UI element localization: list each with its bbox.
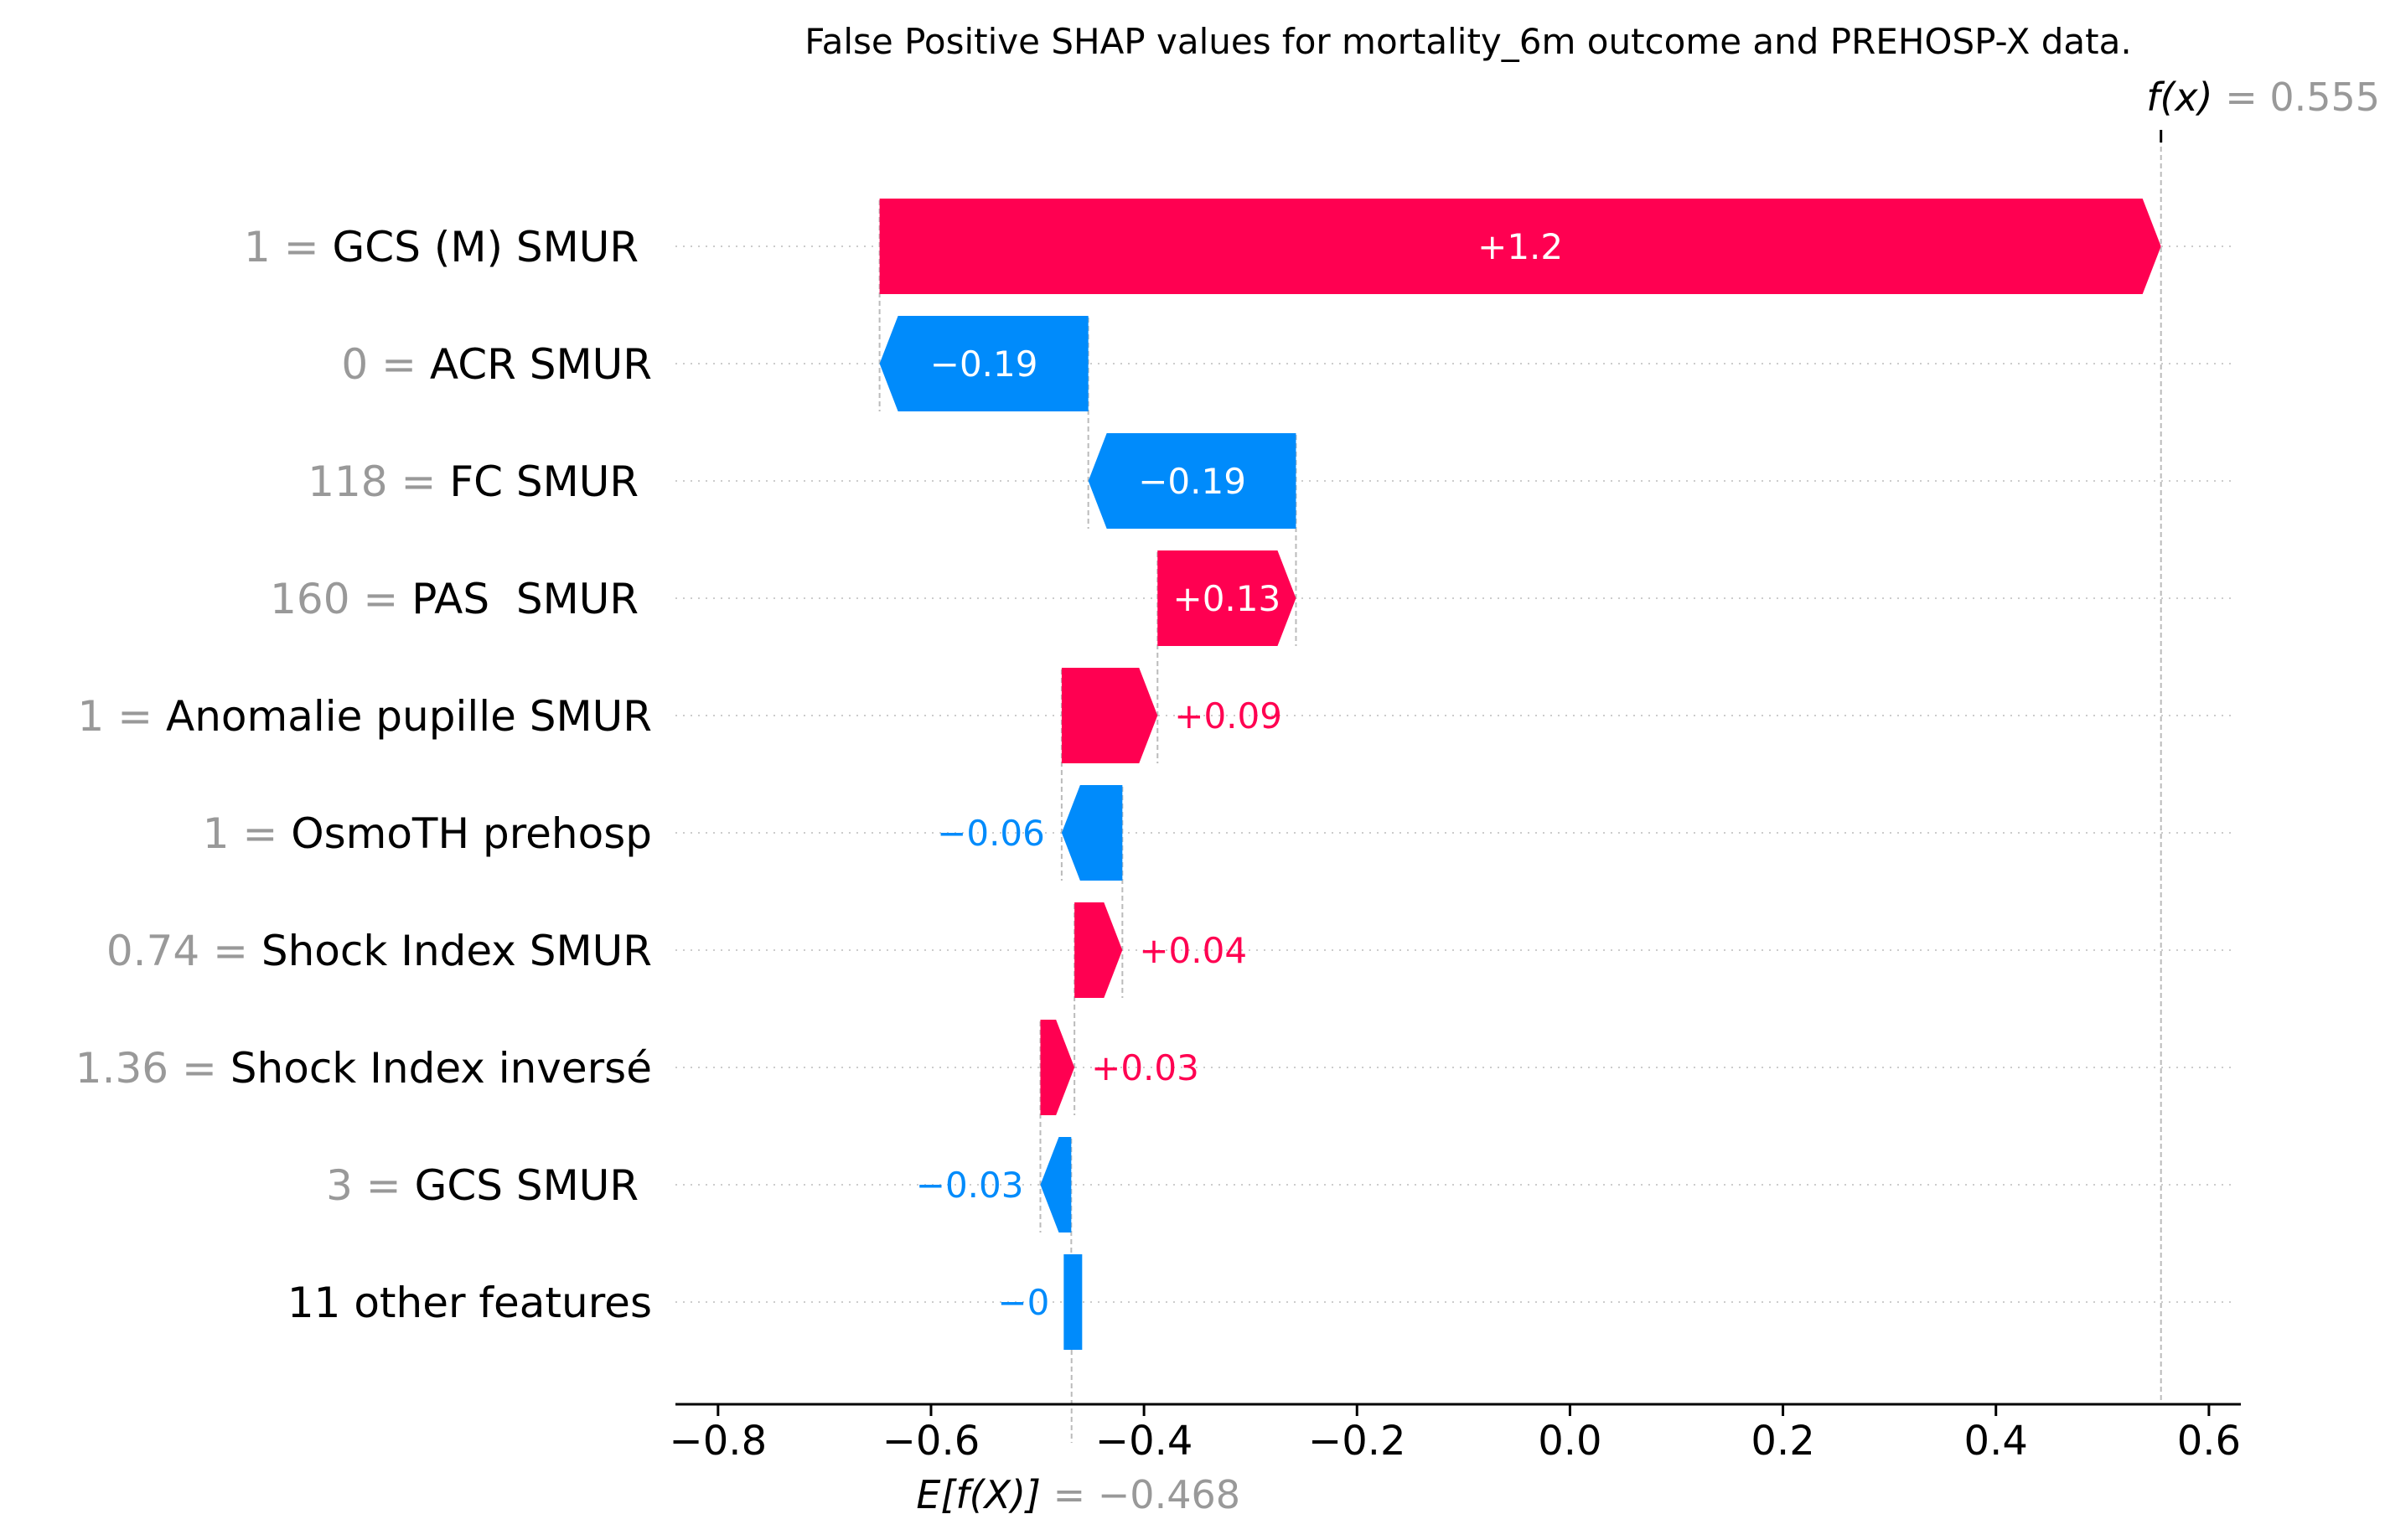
x-tick-label: 0.0 <box>1538 1418 1601 1465</box>
waterfall-bar <box>1040 1137 1072 1233</box>
waterfall-bar <box>879 199 2161 294</box>
feature-name: OsmoTH prehosp <box>291 809 652 858</box>
feature-value: 1 = <box>78 692 167 741</box>
bars: +1.2 −0.19 −0.19 +0.13 +0.09 −0.06 +0.04 +0.03 −… <box>879 199 2161 1350</box>
feature-value: 0.74 = <box>106 927 261 975</box>
value-annotations: E[f(X)] = −0.468 f(x) = 0.555 <box>916 75 2380 1517</box>
bar-value-label: −0.06 <box>937 813 1045 854</box>
x-tick-label: −0.2 <box>1308 1418 1406 1465</box>
bar-value-label: +0.09 <box>1174 695 1282 736</box>
feature-name: Anomalie pupille SMUR <box>166 692 652 741</box>
feature-label: 0 = ACR SMUR <box>341 340 652 389</box>
feature-name: Shock Index SMUR <box>261 927 652 975</box>
x-tick-label: 0.6 <box>2177 1418 2241 1465</box>
feature-value: 3 = <box>326 1161 415 1210</box>
feature-value: 1.36 = <box>75 1044 230 1093</box>
feature-value: 1 = <box>244 223 333 271</box>
waterfall-bar <box>1074 902 1123 998</box>
bar-value-label: −0 <box>997 1282 1049 1323</box>
bar-value-label: −0.19 <box>1138 461 1246 502</box>
feature-label: 1 = OsmoTH prehosp <box>203 809 652 858</box>
feature-name: Shock Index inversé <box>230 1044 652 1093</box>
feature-labels: 1 = GCS (M) SMUR 0 = ACR SMUR 118 = FC SM… <box>75 223 652 1327</box>
x-tick-label: 0.4 <box>1964 1418 2028 1465</box>
feature-label: 1 = Anomalie pupille SMUR <box>78 692 652 741</box>
base-value-label: E[f(X)] = −0.468 <box>916 1472 1240 1517</box>
feature-value: 160 = <box>270 575 411 623</box>
feature-value: 0 = <box>341 340 430 389</box>
bar-value-label: −0.19 <box>930 344 1038 385</box>
bar-value-label: +0.03 <box>1091 1047 1199 1088</box>
chart-title: False Positive SHAP values for mortality… <box>804 21 2131 62</box>
bar-value-label: +0.04 <box>1139 930 1247 971</box>
feature-value: 118 = <box>308 457 449 506</box>
feature-name: ACR SMUR <box>430 340 652 389</box>
feature-name: GCS (M) SMUR <box>333 223 652 271</box>
x-axis: −0.8 −0.6 −0.4 −0.2 0.0 0.2 0.4 0.6 <box>670 1403 2241 1465</box>
output-value-prefix: f(x) <box>2146 75 2225 120</box>
x-tick-label: −0.4 <box>1095 1418 1193 1465</box>
waterfall-bar <box>1063 1254 1083 1350</box>
feature-label: 1 = GCS (M) SMUR <box>244 223 652 271</box>
bar-value-label: −0.03 <box>916 1165 1024 1206</box>
feature-label: 160 = PAS SMUR <box>270 575 652 623</box>
x-tick-label: 0.2 <box>1751 1418 1814 1465</box>
feature-label: 0.74 = Shock Index SMUR <box>106 927 652 975</box>
bar-value-label: +1.2 <box>1477 226 1563 267</box>
feature-value: 1 = <box>203 809 292 858</box>
x-tick-label: −0.6 <box>882 1418 980 1465</box>
waterfall-bar <box>1040 1020 1075 1115</box>
feature-name: PAS SMUR <box>411 575 652 623</box>
feature-label: 1.36 = Shock Index inversé <box>75 1044 652 1093</box>
output-value-label: f(x) = 0.555 <box>2146 75 2380 120</box>
feature-name: FC SMUR <box>449 457 652 506</box>
waterfall-bar <box>879 316 1089 411</box>
feature-label: 11 other features <box>287 1279 652 1327</box>
waterfall-bar <box>1061 785 1123 881</box>
bar-value-label: +0.13 <box>1173 578 1281 619</box>
x-tick-label: −0.8 <box>670 1418 768 1465</box>
base-value-prefix: E[f(X)] <box>916 1472 1053 1517</box>
feature-label: 118 = FC SMUR <box>308 457 652 506</box>
output-value-number: = 0.555 <box>2225 75 2380 120</box>
base-value-number: = −0.468 <box>1053 1472 1240 1517</box>
feature-name: 11 other features <box>287 1279 652 1327</box>
feature-label: 3 = GCS SMUR <box>326 1161 652 1210</box>
feature-name: GCS SMUR <box>415 1161 652 1210</box>
waterfall-bar <box>1088 433 1296 529</box>
waterfall-bar <box>1061 668 1158 763</box>
waterfall-bar <box>1157 550 1296 646</box>
